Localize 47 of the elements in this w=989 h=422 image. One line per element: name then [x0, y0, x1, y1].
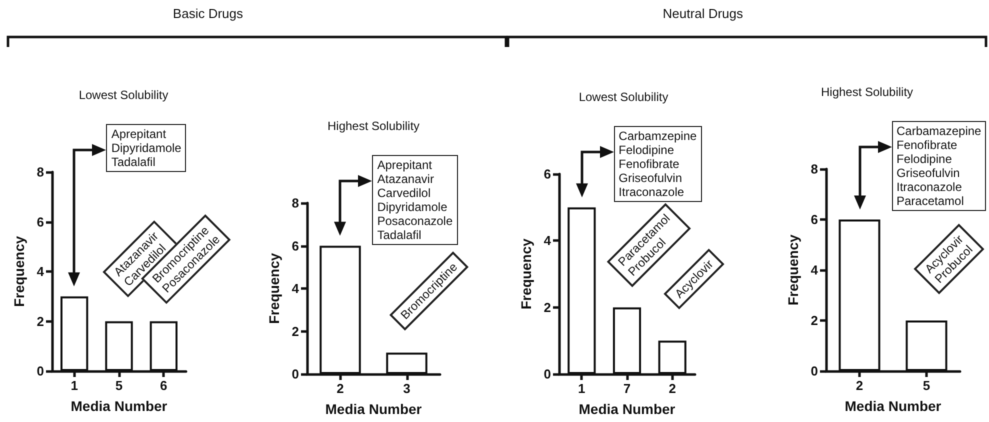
chart-subtitle: Neutral Drugs	[662, 6, 743, 21]
annotation: Carbamazepine Fenofibrate Felodipine Griseofulvin Itraconazole Paracetamol	[892, 121, 986, 211]
x-tick-label: 6	[160, 378, 168, 393]
y-tick-label: 4	[292, 281, 300, 296]
y-tick-label: 0	[544, 366, 551, 382]
chart-title: Lowest Solubility	[78, 88, 168, 102]
y-tick-label: 4	[544, 233, 552, 248]
y-axis-title: Frequency	[266, 252, 282, 324]
x-tick-label: 2	[336, 381, 344, 396]
y-tick-label: 6	[36, 214, 44, 230]
y-tick-label: 8	[36, 164, 44, 180]
x-tick-label: 2	[856, 378, 864, 393]
text: Aprepitant Dipyridamole Tadalafil	[106, 124, 186, 172]
y-tick-label: 0	[292, 366, 299, 382]
x-tick-label: 1	[70, 378, 78, 393]
y-tick-label: 4	[810, 262, 819, 278]
annotation: Aprepitant Atazanavir Carvedilol Dipyridamole Posaconazole Tadalafil	[372, 155, 458, 245]
chart-subtitle: Basic Drugs	[172, 6, 243, 21]
annotation: Carbamzepine Felodipine Fenofibrate Griseofulvin Itraconazole	[614, 126, 702, 202]
y-tick-label: 8	[292, 196, 299, 210]
x-tick-label: 7	[623, 381, 631, 396]
y-axis-title: Frequency	[784, 234, 801, 306]
y-tick-label: 2	[810, 313, 818, 328]
x-axis-title: Media Number	[578, 401, 676, 417]
y-tick-label: 4	[36, 264, 45, 279]
x-tick-label: 3	[403, 381, 410, 396]
x-tick-label: 2	[668, 381, 676, 396]
y-tick-label: 6	[810, 212, 818, 227]
y-tick-label: 2	[544, 300, 551, 315]
y-tick-label: 2	[292, 324, 299, 339]
y-tick-label: 2	[36, 314, 44, 329]
x-axis-title: Media Number	[325, 401, 422, 417]
x-axis-title: Media Number	[844, 398, 942, 414]
x-tick-label: 5	[922, 378, 930, 393]
x-axis-title: Media Number	[70, 398, 168, 414]
y-tick-label: 0	[810, 364, 818, 378]
y-tick-label: 6	[292, 238, 299, 254]
y-tick-label: 6	[544, 166, 551, 182]
y-tick-label: 8	[810, 162, 818, 176]
chart-title: Highest Solubility	[327, 119, 420, 133]
x-tick-label: 1	[578, 381, 586, 396]
x-tick-label: 5	[115, 378, 123, 393]
y-axis-title: Frequency	[10, 236, 27, 307]
y-tick-label: 0	[36, 364, 44, 378]
chart-title: Highest Solubility	[820, 85, 914, 99]
y-axis-title: Frequency	[518, 238, 534, 310]
chart-title: Lowest Solubility	[578, 90, 668, 104]
